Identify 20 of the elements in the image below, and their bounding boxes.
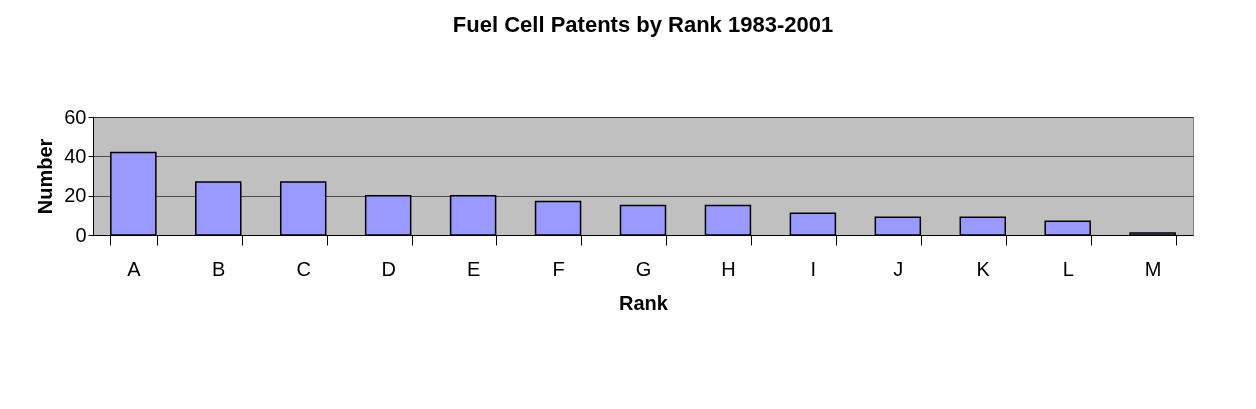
chart-title: Fuel Cell Patents by Rank 1983-2001 bbox=[452, 12, 834, 37]
x-tick-label: H bbox=[721, 257, 736, 280]
x-tick-label: C bbox=[296, 257, 311, 280]
x-tick-label: I bbox=[810, 257, 817, 280]
x-axis-title: Rank bbox=[619, 291, 669, 314]
x-tick-label: E bbox=[466, 257, 481, 280]
x-tick-label: G bbox=[635, 257, 652, 280]
y-tick-label: 40 bbox=[64, 144, 87, 167]
y-tick-label: 60 bbox=[64, 105, 87, 128]
x-tick-label: M bbox=[1144, 257, 1162, 280]
x-tick-label: L bbox=[1062, 257, 1074, 280]
y-tick-label: 20 bbox=[64, 184, 87, 207]
x-tick-label: J bbox=[893, 257, 904, 280]
y-axis-title: Number bbox=[34, 138, 57, 215]
y-tick-label: 0 bbox=[75, 223, 87, 246]
x-tick-label: A bbox=[127, 257, 142, 280]
x-tick-label: D bbox=[381, 257, 396, 280]
x-tick-label: F bbox=[552, 257, 565, 280]
x-tick-label: K bbox=[976, 257, 991, 280]
x-tick-label: B bbox=[212, 257, 226, 280]
